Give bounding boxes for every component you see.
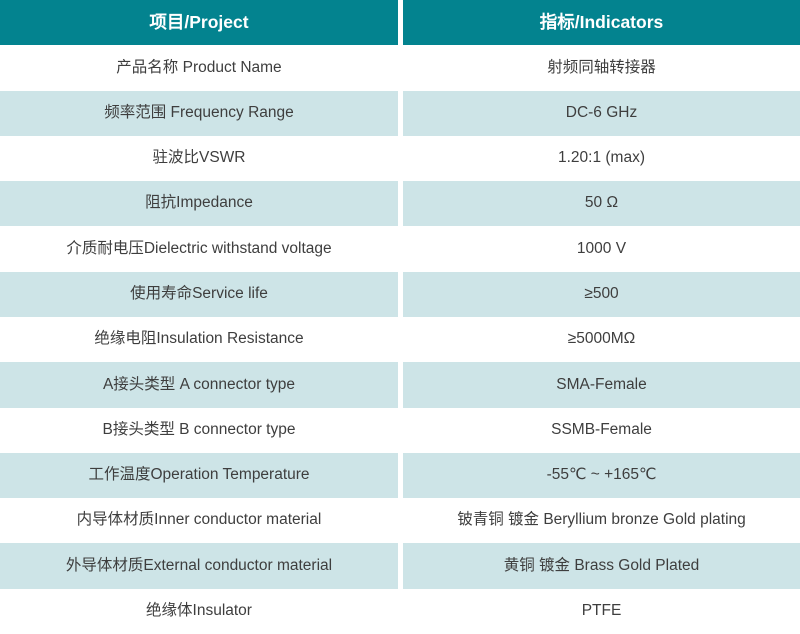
project-cell: 驻波比VSWR	[0, 135, 398, 182]
indicator-cell: ≥500	[403, 271, 800, 317]
indicator-cell: 黄铜 镀金 Brass Gold Plated	[403, 543, 800, 589]
indicator-cell: SSMB-Female	[403, 407, 800, 453]
project-cell: 外导体材质External conductor material	[0, 543, 398, 589]
table-row: B接头类型 B connector type SSMB-Female	[0, 407, 800, 453]
project-cell: 产品名称 Product Name	[0, 45, 398, 91]
project-cell: 绝缘电阻Insulation Resistance	[0, 316, 398, 363]
project-cell: 工作温度Operation Temperature	[0, 452, 398, 499]
table-row: 内导体材质Inner conductor material 铍青铜 镀金 Ber…	[0, 498, 800, 544]
header-project-cell: 项目/Project	[0, 0, 398, 46]
indicator-cell: 射频同轴转接器	[403, 45, 800, 91]
project-cell: 内导体材质Inner conductor material	[0, 498, 398, 544]
indicator-cell: SMA-Female	[403, 362, 800, 408]
table-row: 工作温度Operation Temperature -55℃ ~ +165℃	[0, 452, 800, 499]
table-row: 使用寿命Service life ≥500	[0, 271, 800, 317]
project-cell: 阻抗Impedance	[0, 181, 398, 227]
indicator-cell: 铍青铜 镀金 Beryllium bronze Gold plating	[403, 498, 800, 544]
indicator-cell: -55℃ ~ +165℃	[403, 452, 800, 499]
table-row: 外导体材质External conductor material 黄铜 镀金 B…	[0, 543, 800, 589]
project-cell: B接头类型 B connector type	[0, 407, 398, 453]
indicator-cell: 50 Ω	[403, 181, 800, 227]
project-cell: 使用寿命Service life	[0, 271, 398, 317]
table-row: A接头类型 A connector type SMA-Female	[0, 362, 800, 408]
table-row: 绝缘电阻Insulation Resistance ≥5000MΩ	[0, 316, 800, 363]
indicator-cell: 1000 V	[403, 226, 800, 272]
project-cell: 频率范围 Frequency Range	[0, 90, 398, 136]
project-cell: A接头类型 A connector type	[0, 362, 398, 408]
indicator-cell: DC-6 GHz	[403, 90, 800, 136]
table-row: 阻抗Impedance 50 Ω	[0, 181, 800, 227]
table-row: 介质耐电压Dielectric withstand voltage 1000 V	[0, 226, 800, 272]
project-cell: 绝缘体Insulator	[0, 588, 398, 634]
table-row: 频率范围 Frequency Range DC-6 GHz	[0, 90, 800, 136]
project-cell: 介质耐电压Dielectric withstand voltage	[0, 226, 398, 272]
indicator-cell: 1.20:1 (max)	[403, 135, 800, 182]
table-header-row: 项目/Project 指标/Indicators	[0, 0, 800, 46]
table-row: 产品名称 Product Name 射频同轴转接器	[0, 45, 800, 91]
header-indicators-cell: 指标/Indicators	[403, 0, 800, 46]
indicator-cell: PTFE	[403, 588, 800, 634]
indicator-cell: ≥5000MΩ	[403, 316, 800, 363]
table-row: 绝缘体Insulator PTFE	[0, 588, 800, 634]
table-row: 驻波比VSWR 1.20:1 (max)	[0, 135, 800, 182]
